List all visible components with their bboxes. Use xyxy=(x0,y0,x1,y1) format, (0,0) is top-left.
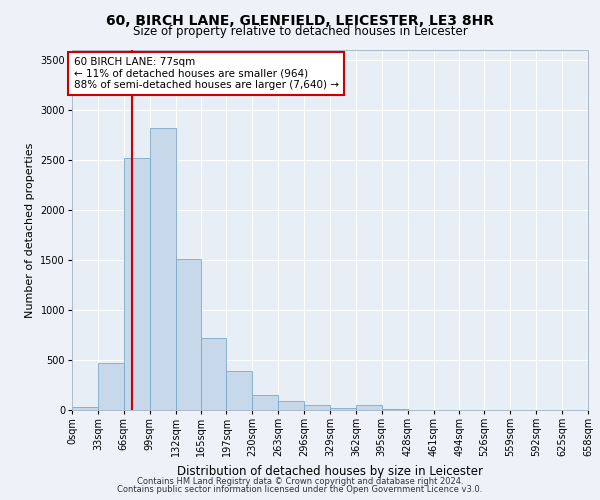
Text: 60, BIRCH LANE, GLENFIELD, LEICESTER, LE3 8HR: 60, BIRCH LANE, GLENFIELD, LEICESTER, LE… xyxy=(106,14,494,28)
Y-axis label: Number of detached properties: Number of detached properties xyxy=(25,142,35,318)
Text: 60 BIRCH LANE: 77sqm
← 11% of detached houses are smaller (964)
88% of semi-deta: 60 BIRCH LANE: 77sqm ← 11% of detached h… xyxy=(74,57,338,90)
Bar xyxy=(330,408,356,410)
Bar xyxy=(176,259,202,410)
Bar xyxy=(253,394,278,410)
Bar xyxy=(149,128,176,410)
Bar xyxy=(382,409,407,410)
Bar xyxy=(278,401,304,410)
Bar xyxy=(356,405,382,410)
Bar xyxy=(304,404,330,410)
Text: Contains HM Land Registry data © Crown copyright and database right 2024.: Contains HM Land Registry data © Crown c… xyxy=(137,477,463,486)
Bar xyxy=(98,363,124,410)
X-axis label: Distribution of detached houses by size in Leicester: Distribution of detached houses by size … xyxy=(177,464,483,477)
Bar xyxy=(124,158,149,410)
Bar xyxy=(202,338,226,410)
Text: Contains public sector information licensed under the Open Government Licence v3: Contains public sector information licen… xyxy=(118,485,482,494)
Bar xyxy=(226,370,253,410)
Text: Size of property relative to detached houses in Leicester: Size of property relative to detached ho… xyxy=(133,25,467,38)
Bar xyxy=(72,407,98,410)
